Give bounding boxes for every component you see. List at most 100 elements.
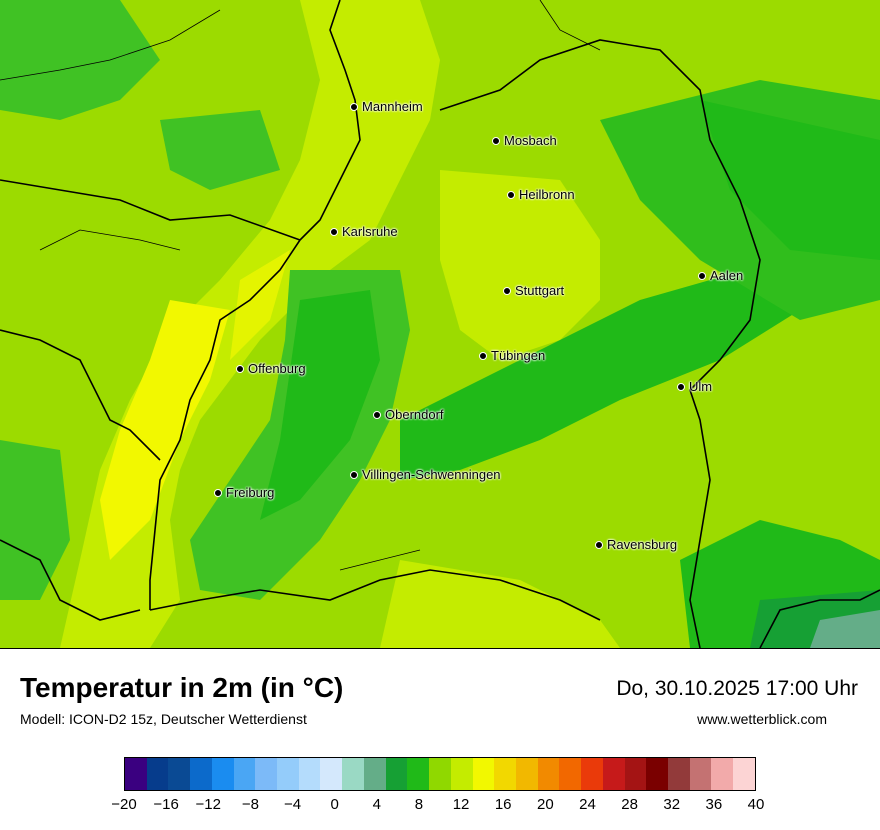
scale-swatch xyxy=(342,758,364,790)
scale-swatch xyxy=(190,758,212,790)
border-south xyxy=(149,569,601,621)
city-marker-icon xyxy=(479,351,487,360)
scale-tick-label: −12 xyxy=(195,796,221,813)
district-line-1 xyxy=(0,9,221,81)
lake-warm xyxy=(380,560,620,648)
city-villingen-schwenningen[interactable]: Villingen-Schwenningen xyxy=(350,467,501,482)
scale-swatch xyxy=(494,758,516,790)
scale-swatch xyxy=(450,758,473,790)
scale-tick-label: 4 xyxy=(372,796,381,813)
city-label: Aalen xyxy=(710,268,744,283)
forecast-datetime: Do, 30.10.2025 17:00 Uhr xyxy=(616,677,858,700)
border-hessen xyxy=(299,0,361,241)
city-oberndorf[interactable]: Oberndorf xyxy=(373,407,444,422)
city-aalen[interactable]: Aalen xyxy=(698,268,743,283)
district-borders xyxy=(0,0,601,571)
scale-swatch xyxy=(689,758,712,790)
scale-swatch xyxy=(320,758,343,790)
city-marker-icon xyxy=(677,382,685,391)
city-label: Stuttgart xyxy=(515,283,565,298)
scale-swatch xyxy=(407,758,430,790)
city-freiburg[interactable]: Freiburg xyxy=(214,485,274,500)
warmest-zone xyxy=(100,300,230,560)
city-marker-icon xyxy=(330,227,338,236)
scale-swatch xyxy=(146,758,169,790)
city-karlsruhe[interactable]: Karlsruhe xyxy=(330,224,398,239)
temperature-map[interactable]: Mannheim Mosbach Heilbronn Karlsruhe Aal… xyxy=(0,0,880,649)
city-mosbach[interactable]: Mosbach xyxy=(492,133,557,148)
scale-tick-label: 32 xyxy=(663,796,681,813)
vosges-cool xyxy=(0,440,70,600)
scale-swatch xyxy=(429,758,451,790)
northwest-cool xyxy=(0,0,160,120)
scale-swatch xyxy=(363,758,386,790)
city-marker-icon xyxy=(350,102,358,111)
city-label: Ulm xyxy=(689,379,713,394)
city-marker-icon xyxy=(214,488,222,497)
scale-swatch xyxy=(646,758,668,790)
city-label: Villingen-Schwenningen xyxy=(362,467,501,482)
scale-swatch xyxy=(255,758,278,790)
scale-swatch xyxy=(733,758,755,790)
scale-swatch xyxy=(711,758,734,790)
swabian-alb-cool xyxy=(400,260,800,480)
district-line-4 xyxy=(339,549,421,571)
border-swiss-west xyxy=(0,539,141,621)
city-label: Oberndorf xyxy=(385,407,444,422)
scale-swatch xyxy=(385,758,408,790)
scale-swatch xyxy=(211,758,234,790)
scale-swatch xyxy=(581,758,603,790)
city-heilbronn[interactable]: Heilbronn xyxy=(507,187,575,202)
scale-swatch xyxy=(667,758,690,790)
city-label: Freiburg xyxy=(226,485,275,500)
scale-swatch xyxy=(168,758,191,790)
city-marker-icon xyxy=(492,136,500,145)
black-forest-cooler xyxy=(260,290,380,520)
city-label: Heilbronn xyxy=(519,187,575,202)
scale-swatch xyxy=(298,758,321,790)
city-marker-icon xyxy=(507,190,515,199)
neckar-warm xyxy=(440,170,600,360)
border-bavaria xyxy=(439,39,761,648)
city-marker-icon xyxy=(236,364,244,373)
border-north-west xyxy=(0,179,301,241)
border-austria xyxy=(759,589,880,648)
scale-swatch xyxy=(602,758,625,790)
city-stuttgart[interactable]: Stuttgart xyxy=(503,283,564,298)
city-ulm[interactable]: Ulm xyxy=(677,379,712,394)
scale-tick-label: 16 xyxy=(494,796,512,813)
border-rhine xyxy=(149,239,301,610)
scale-tick-label: −8 xyxy=(241,796,259,813)
scale-swatch xyxy=(233,758,256,790)
scale-tick-label: 40 xyxy=(747,796,765,813)
city-marker-icon xyxy=(698,271,706,280)
city-ravensburg[interactable]: Ravensburg xyxy=(595,537,677,552)
city-mannheim[interactable]: Mannheim xyxy=(350,99,423,114)
scale-tick-label: −20 xyxy=(111,796,137,813)
website-link[interactable]: www.wetterblick.com xyxy=(697,711,827,727)
scale-tick-label: −16 xyxy=(153,796,179,813)
city-marker-icon xyxy=(503,286,511,295)
scale-tick-label: 12 xyxy=(452,796,470,813)
state-borders xyxy=(0,0,880,648)
scale-swatch xyxy=(125,758,147,790)
model-info: Modell: ICON-D2 15z, Deutscher Wetterdie… xyxy=(20,711,307,727)
map-title: Temperatur in 2m (in °C) xyxy=(20,672,344,703)
city-marker-icon xyxy=(373,410,381,419)
city-marker-icon xyxy=(350,470,358,479)
city-marker-icon xyxy=(595,540,603,549)
northeast-cooler xyxy=(700,100,880,260)
city-tuebingen[interactable]: Tübingen xyxy=(479,348,545,363)
scale-tick-label: 28 xyxy=(621,796,638,813)
city-label: Karlsruhe xyxy=(342,224,398,239)
scale-tick-label: 20 xyxy=(536,796,554,813)
border-lorraine xyxy=(0,329,161,461)
scale-tick-label: 36 xyxy=(705,796,723,813)
district-line-2 xyxy=(39,229,181,251)
warm-zone-small xyxy=(230,250,290,360)
district-line-3 xyxy=(539,0,601,51)
scale-tick-label: 0 xyxy=(330,796,339,813)
city-label: Mannheim xyxy=(362,99,423,114)
city-offenburg[interactable]: Offenburg xyxy=(236,361,306,376)
pfalz-cool xyxy=(160,110,280,190)
